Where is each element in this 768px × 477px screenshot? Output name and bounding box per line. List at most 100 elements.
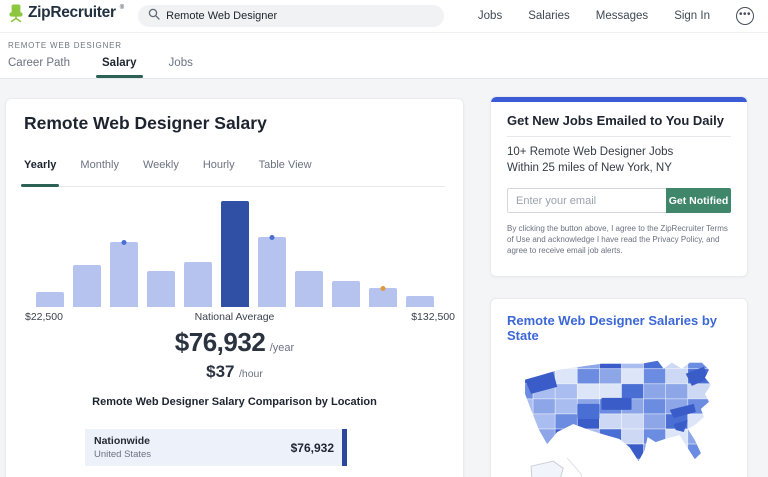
state-region[interactable]: [576, 443, 600, 460]
histogram-bar[interactable]: [258, 235, 286, 307]
state-region[interactable]: [554, 428, 578, 445]
tab-yearly[interactable]: Yearly: [20, 159, 60, 187]
state-region[interactable]: [532, 398, 556, 415]
search-input[interactable]: [166, 10, 435, 22]
state-region[interactable]: [643, 443, 667, 460]
state-region[interactable]: [621, 458, 644, 474]
state-region[interactable]: [687, 428, 711, 445]
salary-overview-card: Remote Web Designer Salary Yearly Monthl…: [5, 98, 464, 477]
state-region[interactable]: [621, 443, 644, 460]
state-region[interactable]: [665, 383, 689, 400]
nav-jobs[interactable]: Jobs: [477, 10, 503, 22]
histogram-bar[interactable]: [369, 285, 397, 307]
state-region[interactable]: [511, 458, 534, 474]
state-region[interactable]: [554, 398, 578, 415]
state-region[interactable]: [576, 428, 600, 445]
state-region[interactable]: [554, 354, 578, 370]
state-region[interactable]: [599, 368, 622, 385]
state-region[interactable]: [709, 443, 732, 460]
state-region[interactable]: [576, 368, 600, 385]
nav-sign-in[interactable]: Sign In: [674, 10, 710, 22]
tab-jobs[interactable]: Jobs: [168, 57, 193, 69]
state-region[interactable]: [687, 413, 711, 430]
state-region[interactable]: [643, 383, 667, 400]
state-region[interactable]: [621, 383, 644, 400]
percentile-marker-dot: [380, 285, 386, 291]
state-region[interactable]: [643, 398, 667, 415]
state-region[interactable]: [643, 368, 667, 385]
state-region[interactable]: [599, 383, 622, 400]
tab-career-path[interactable]: Career Path: [8, 57, 71, 69]
state-region[interactable]: [554, 443, 578, 460]
state-region[interactable]: [687, 458, 711, 474]
tab-table-view[interactable]: Table View: [258, 159, 312, 171]
state-region[interactable]: [599, 354, 622, 370]
histogram-bar[interactable]: [332, 280, 360, 307]
state-region[interactable]: [599, 413, 622, 430]
location-comparison-row[interactable]: Nationwide United States $76,932: [85, 429, 347, 466]
histogram-bar[interactable]: [184, 262, 212, 307]
state-region[interactable]: [554, 383, 578, 400]
state-region[interactable]: [511, 398, 534, 415]
histogram-bar[interactable]: [147, 270, 175, 307]
state-region[interactable]: [665, 458, 689, 474]
nav-salaries[interactable]: Salaries: [528, 10, 570, 22]
state-region[interactable]: [599, 458, 622, 474]
state-region[interactable]: [643, 354, 667, 370]
state-region[interactable]: [621, 354, 644, 370]
state-region[interactable]: [554, 413, 578, 430]
state-region[interactable]: [511, 413, 534, 430]
state-region[interactable]: [511, 443, 534, 460]
state-region[interactable]: [599, 428, 622, 445]
ziprecruiter-logo[interactable]: ZipRecruiter ®: [8, 4, 124, 28]
state-region[interactable]: [532, 443, 556, 460]
histogram-bar[interactable]: [110, 240, 138, 307]
ellipsis-icon: •••: [738, 8, 751, 20]
state-region[interactable]: [576, 354, 600, 370]
state-region[interactable]: [709, 398, 732, 415]
histogram-bar[interactable]: [36, 292, 64, 307]
tab-monthly[interactable]: Monthly: [80, 159, 119, 171]
state-region[interactable]: [621, 368, 644, 385]
state-region[interactable]: [621, 428, 644, 445]
state-region[interactable]: [576, 383, 600, 400]
state-region[interactable]: [643, 413, 667, 430]
state-region[interactable]: [687, 443, 711, 460]
state-region[interactable]: [576, 458, 600, 474]
state-region[interactable]: [665, 354, 689, 370]
email-field[interactable]: [507, 188, 666, 213]
state-region[interactable]: [665, 443, 689, 460]
state-region[interactable]: [643, 428, 667, 445]
tab-hourly[interactable]: Hourly: [202, 159, 235, 171]
tab-weekly[interactable]: Weekly: [142, 159, 179, 171]
tab-salary[interactable]: Salary: [96, 57, 143, 78]
us-salary-map[interactable]: [511, 353, 732, 477]
state-region[interactable]: [687, 383, 711, 400]
state-region[interactable]: [665, 368, 689, 385]
histogram-bar[interactable]: [406, 296, 434, 307]
state-region[interactable]: [665, 428, 689, 445]
get-notified-button[interactable]: Get Notified: [666, 188, 731, 213]
state-region[interactable]: [532, 354, 556, 370]
state-region[interactable]: [709, 413, 732, 430]
state-region[interactable]: [599, 443, 622, 460]
state-region[interactable]: [554, 368, 578, 385]
state-region[interactable]: [709, 428, 732, 445]
search-bar[interactable]: [138, 5, 445, 27]
state-region[interactable]: [532, 413, 556, 430]
state-region[interactable]: [511, 354, 534, 370]
nav-messages[interactable]: Messages: [595, 10, 649, 22]
state-region[interactable]: [621, 413, 644, 430]
state-region[interactable]: [709, 383, 732, 400]
state-region[interactable]: [709, 458, 732, 474]
state-region[interactable]: [643, 458, 667, 474]
more-menu-button[interactable]: •••: [736, 7, 754, 25]
state-region[interactable]: [709, 354, 732, 370]
state-region[interactable]: [687, 354, 711, 370]
histogram-bar[interactable]: [295, 270, 323, 307]
state-region[interactable]: [709, 368, 732, 385]
histogram-bar[interactable]: [73, 264, 101, 307]
histogram-bar[interactable]: [221, 201, 249, 307]
state-region[interactable]: [511, 428, 534, 445]
state-region[interactable]: [532, 428, 556, 445]
